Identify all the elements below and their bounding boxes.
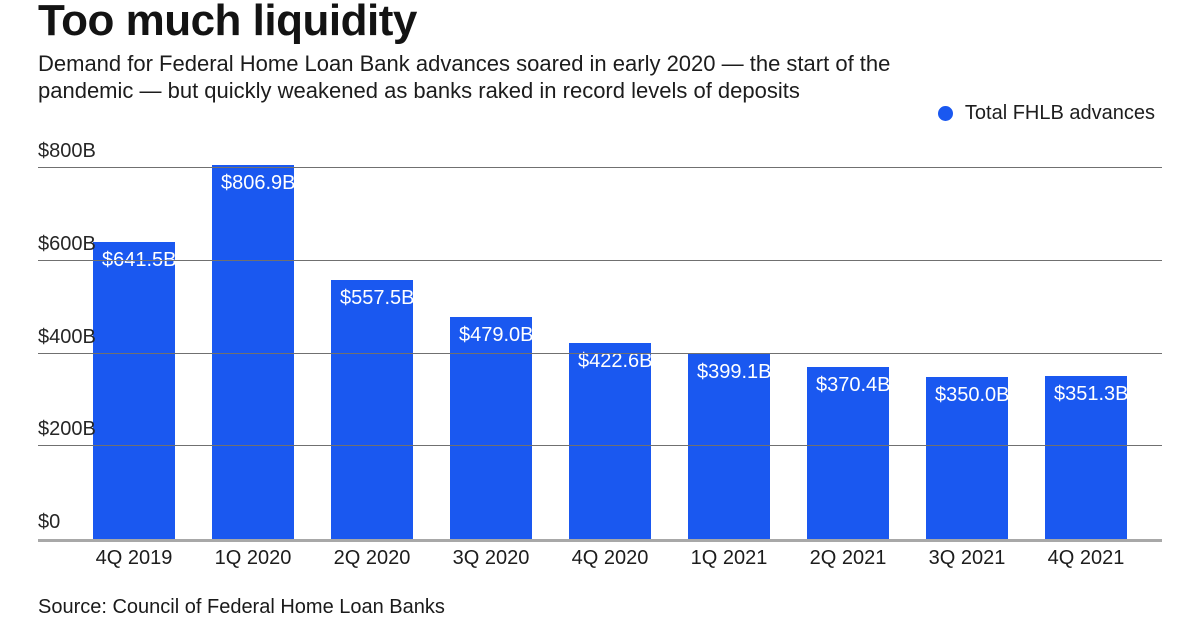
x-axis-label: 4Q 2019	[95, 547, 173, 569]
x-axis-label: 4Q 2021	[1047, 547, 1125, 569]
bar: $422.6B	[569, 343, 653, 539]
chart-subtitle-line-2: pandemic — but quickly weakened as banks…	[38, 78, 800, 103]
x-axis-label: 3Q 2021	[928, 547, 1006, 569]
bar-value-label: $641.5B	[102, 248, 177, 271]
x-axis-labels: 4Q 2019 1Q 2020 2Q 2020 3Q 2020 4Q 2020 1Q 20…	[93, 547, 1127, 570]
bar: $351.3B	[1045, 376, 1129, 539]
x-axis-line	[38, 539, 1162, 542]
gridline	[38, 167, 1162, 168]
bar: $399.1B	[688, 353, 772, 539]
page-title: Too much liquidity	[38, 0, 417, 45]
bar: $370.4B	[807, 367, 891, 539]
bar-value-label: $370.4B	[816, 374, 891, 397]
bar-value-label: $351.3B	[1054, 383, 1129, 406]
x-axis-label: 4Q 2020	[571, 547, 649, 569]
y-axis-tick-label: $800B	[38, 140, 96, 162]
x-axis-label: 1Q 2021	[690, 547, 768, 569]
chart-subtitle-line-1: Demand for Federal Home Loan Bank advanc…	[38, 51, 891, 76]
y-axis-tick-label: $600B	[38, 232, 96, 255]
y-axis-tick-label: $200B	[38, 418, 96, 441]
bar-value-label: $557.5B	[340, 287, 415, 310]
plot-area: $641.5B $806.9B $557.5B $479.0B $422.6B $399.…	[38, 140, 1162, 542]
bar-value-label: $806.9B	[221, 171, 296, 194]
source-note: Source: Council of Federal Home Loan Ban…	[38, 596, 445, 618]
x-axis-label: 1Q 2020	[214, 547, 292, 569]
chart-legend: Total FHLB advances	[937, 102, 1155, 125]
gridline	[38, 445, 1162, 447]
bar: $806.9B	[212, 164, 296, 539]
bar-value-label: $350.0B	[935, 383, 1010, 406]
x-axis-label: 2Q 2021	[809, 547, 887, 569]
gridline	[38, 259, 1162, 261]
y-axis-tick-label: $0	[38, 511, 61, 533]
legend-marker-icon	[937, 106, 953, 121]
chart-subtitle: Demand for Federal Home Loan Bank advanc…	[38, 50, 890, 104]
gridline	[38, 352, 1162, 354]
bars-row: $641.5B $806.9B $557.5B $479.0B $422.6B $399.…	[93, 164, 1129, 539]
legend-label: Total FHLB advances	[964, 102, 1155, 124]
bar: $557.5B	[331, 280, 415, 539]
bar-value-label: $479.0B	[459, 323, 534, 346]
x-axis-label: 2Q 2020	[333, 547, 411, 569]
bar-value-label: $399.1B	[697, 360, 772, 383]
bar-value-label: $422.6B	[578, 350, 653, 373]
x-axis-label: 3Q 2020	[452, 547, 530, 569]
bar: $350.0B	[926, 376, 1010, 539]
bar: $641.5B	[93, 241, 177, 539]
bar: $479.0B	[450, 316, 534, 539]
y-axis-tick-label: $400B	[38, 325, 96, 348]
